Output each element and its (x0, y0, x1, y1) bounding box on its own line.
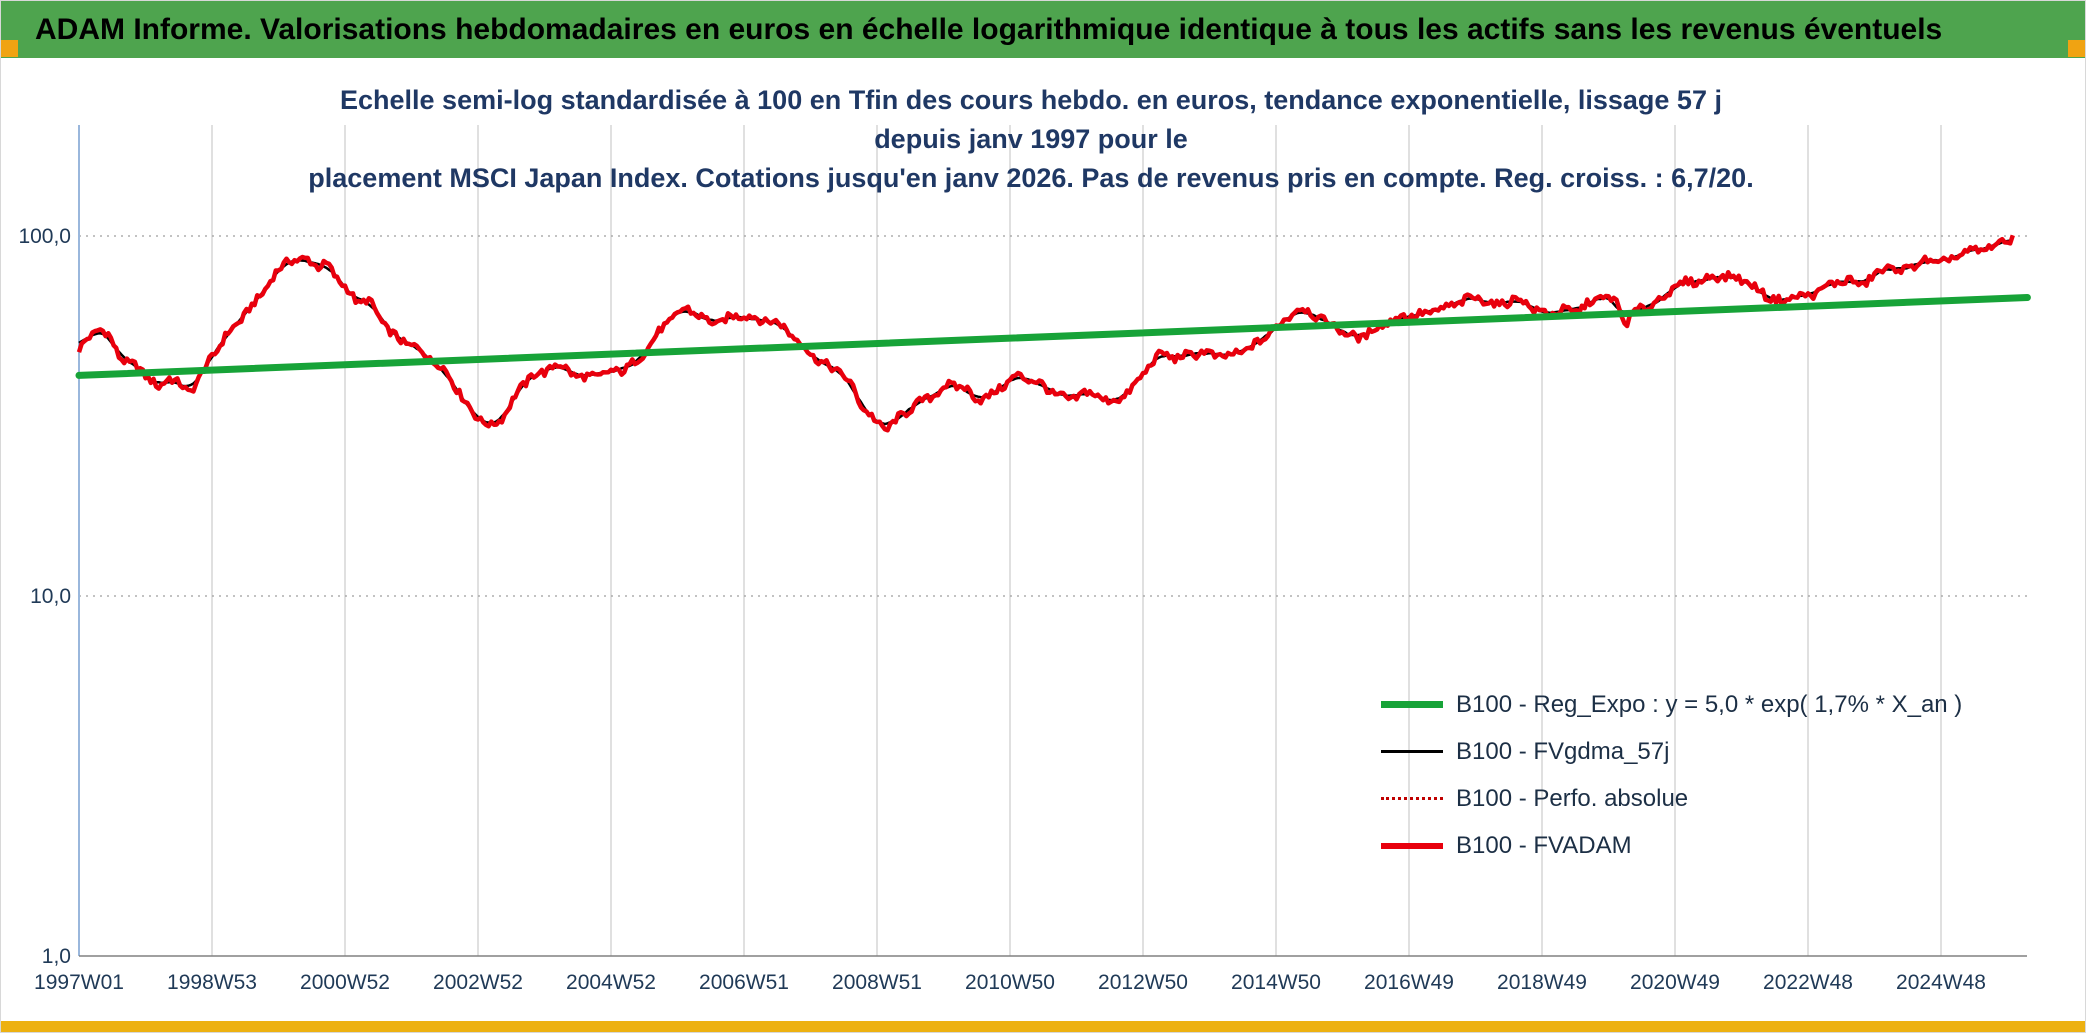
x-tick-label: 2020W49 (1630, 971, 1720, 994)
y-tick-label: 1,0 (42, 945, 71, 968)
y-tick-label: 100,0 (18, 225, 71, 248)
header-bar: ADAM Informe. Valorisations hebdomadaire… (1, 1, 2085, 58)
main-line-swatch (1381, 842, 1443, 849)
legend-label: B100 - Reg_Expo : y = 5,0 * exp( 1,7% * … (1456, 690, 1963, 718)
series-fvadam (76, 234, 2015, 433)
chart-title-line2: placement MSCI Japan Index. Cotations ju… (308, 163, 1754, 194)
legend-label: B100 - Perfo. absolue (1456, 784, 1689, 812)
dotted-line-swatch (1381, 797, 1443, 800)
x-tick-label: 2012W50 (1098, 971, 1188, 994)
x-tick-label: 2016W49 (1364, 971, 1454, 994)
legend: B100 - Reg_Expo : y = 5,0 * exp( 1,7% * … (1381, 681, 1962, 869)
chart-title-line1: Echelle semi-log standardisée à 100 en T… (340, 85, 1722, 155)
series-fvgdma-57j (78, 239, 2013, 426)
x-tick-label: 2002W52 (433, 971, 523, 994)
header-right-accent (2068, 40, 2085, 57)
x-tick-label: 2008W51 (832, 971, 922, 994)
legend-item-fvgdma: B100 - FVgdma_57j (1381, 728, 1962, 775)
header-left-accent (1, 40, 18, 57)
x-tick-label: 2024W48 (1896, 971, 1986, 994)
x-tick-label: 1998W53 (167, 971, 257, 994)
x-tick-label: 2006W51 (699, 971, 789, 994)
series-perfo-absolue (78, 234, 2014, 432)
smoothed-line-swatch (1381, 750, 1443, 753)
bottom-accent-bar (1, 1021, 2085, 1032)
x-tick-label: 2022W48 (1763, 971, 1853, 994)
x-tick-label: 2000W52 (300, 971, 390, 994)
legend-item-fvadam: B100 - FVADAM (1381, 822, 1962, 869)
chart-title: Echelle semi-log standardisée à 100 en T… (301, 81, 1761, 198)
legend-item-trend: B100 - Reg_Expo : y = 5,0 * exp( 1,7% * … (1381, 681, 1962, 728)
x-tick-label: 2014W50 (1231, 971, 1321, 994)
series-reg-expo-trend (75, 294, 2031, 379)
trend-line-swatch (1381, 701, 1443, 708)
legend-item-perfo-absolue: B100 - Perfo. absolue (1381, 775, 1962, 822)
x-tick-label: 1997W01 (34, 971, 124, 994)
x-tick-label: 2010W50 (965, 971, 1055, 994)
legend-label: B100 - FVADAM (1456, 831, 1632, 859)
x-tick-label: 2018W49 (1497, 971, 1587, 994)
y-tick-label: 10,0 (30, 585, 71, 608)
x-tick-label: 2004W52 (566, 971, 656, 994)
page-title: ADAM Informe. Valorisations hebdomadaire… (35, 12, 1943, 46)
legend-label: B100 - FVgdma_57j (1456, 737, 1670, 765)
